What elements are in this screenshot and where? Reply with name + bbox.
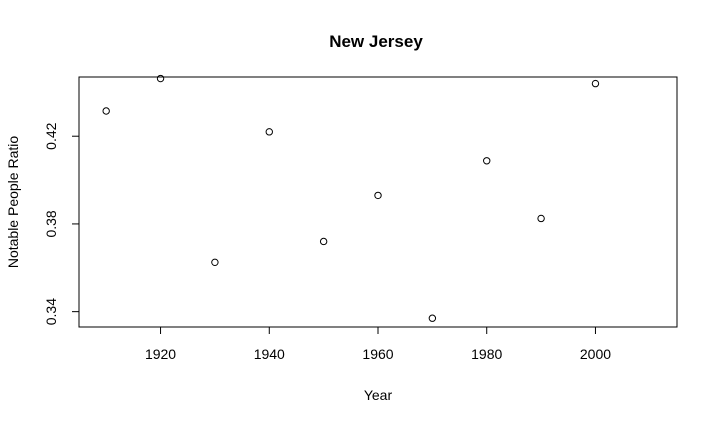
data-point xyxy=(428,314,437,322)
data-point xyxy=(156,74,165,83)
x-tick-label: 1980 xyxy=(471,346,502,362)
y-axis: 0.34 0.38 0.42 xyxy=(43,122,80,325)
y-axis-label: Notable People Ratio xyxy=(5,136,21,269)
data-point xyxy=(591,79,600,88)
x-tick-label: 1960 xyxy=(362,346,393,362)
data-point xyxy=(319,237,328,246)
x-tick-label: 1920 xyxy=(145,346,176,362)
chart-title: New Jersey xyxy=(329,32,423,51)
x-tick-label: 2000 xyxy=(580,346,611,362)
y-tick-label: 0.38 xyxy=(43,210,59,237)
x-tick-label: 1940 xyxy=(254,346,285,362)
y-tick-label: 0.42 xyxy=(43,122,59,149)
x-axis: 1920 1940 1960 1980 2000 xyxy=(145,326,611,362)
data-point xyxy=(102,107,110,115)
x-axis-label: Year xyxy=(364,387,393,403)
data-point xyxy=(211,258,219,267)
data-points xyxy=(102,74,600,322)
y-tick-label: 0.34 xyxy=(43,298,59,325)
data-point xyxy=(265,128,273,136)
plot-frame xyxy=(78,76,678,328)
data-point xyxy=(483,157,491,165)
data-point xyxy=(537,214,545,223)
data-point xyxy=(374,191,382,200)
